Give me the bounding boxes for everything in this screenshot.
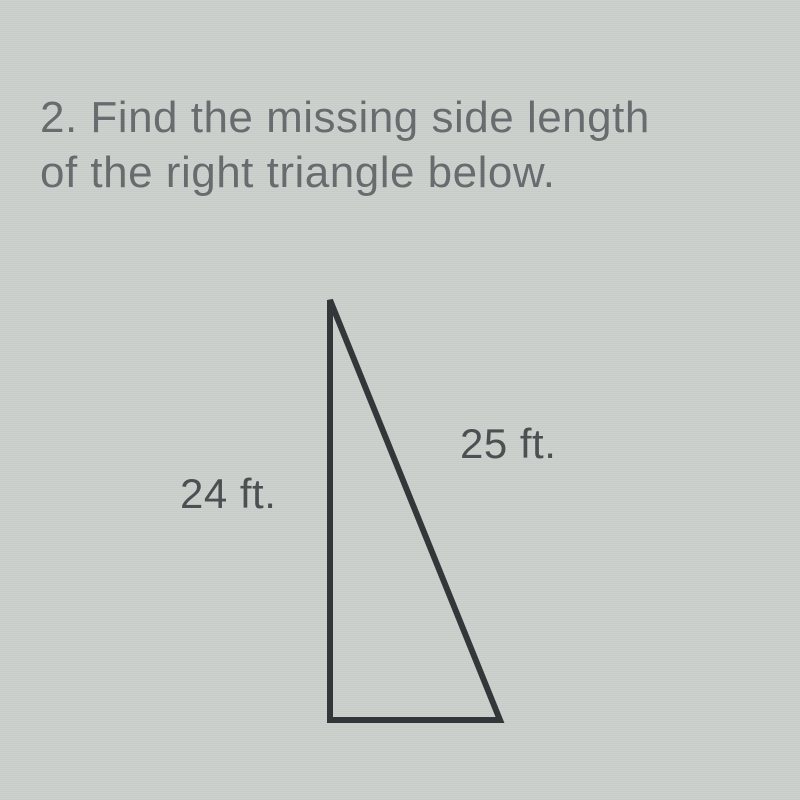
question-text: 2. Find the missing side length of the r… bbox=[40, 90, 780, 200]
worksheet-page: 2. Find the missing side length of the r… bbox=[0, 0, 800, 800]
question-line-1: 2. Find the missing side length bbox=[40, 90, 780, 145]
triangle-shape bbox=[330, 300, 500, 720]
right-triangle-icon bbox=[310, 290, 520, 740]
side-label-left: 24 ft. bbox=[180, 470, 276, 518]
side-label-right: 25 ft. bbox=[460, 420, 556, 468]
triangle-figure: 24 ft. 25 ft. bbox=[180, 280, 620, 750]
question-line-2: of the right triangle below. bbox=[40, 145, 780, 200]
